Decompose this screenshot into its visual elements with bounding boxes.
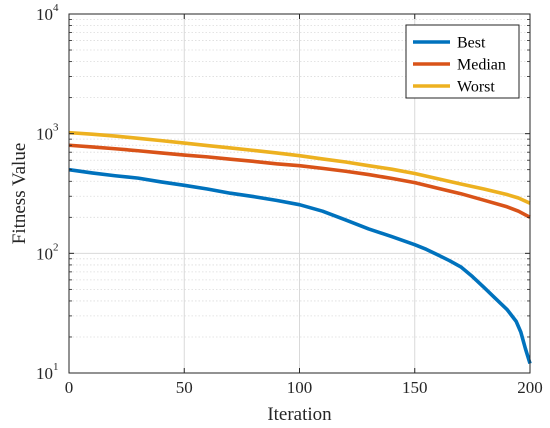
legend-label-best: Best	[457, 35, 486, 52]
x-tick-label: 200	[517, 378, 543, 397]
series-line-worst	[68, 130, 531, 205]
series-line-best	[68, 167, 532, 365]
x-axis-label: Iteration	[267, 404, 332, 425]
y-tick-label: 102	[36, 241, 59, 263]
legend-label-worst: Worst	[457, 79, 495, 96]
x-tick-label: 150	[402, 378, 428, 397]
series-layer	[68, 130, 532, 365]
legend-label-median: Median	[457, 57, 506, 74]
x-tick-label: 0	[65, 378, 74, 397]
y-tick-label: 103	[36, 122, 59, 144]
tick-marks	[68, 13, 531, 374]
y-tick-label: 101	[36, 361, 59, 383]
series-line-median	[68, 143, 531, 219]
x-tick-labels: 0 50 100 150 200	[65, 378, 543, 397]
y-tick-label: 104	[36, 2, 59, 24]
x-tick-label: 50	[176, 378, 193, 397]
x-tick-label: 100	[287, 378, 313, 397]
legend: Best Median Worst	[405, 24, 520, 99]
y-axis-label: Fitness Value	[9, 143, 30, 245]
y-tick-labels: 101 102 103 104	[36, 2, 59, 383]
